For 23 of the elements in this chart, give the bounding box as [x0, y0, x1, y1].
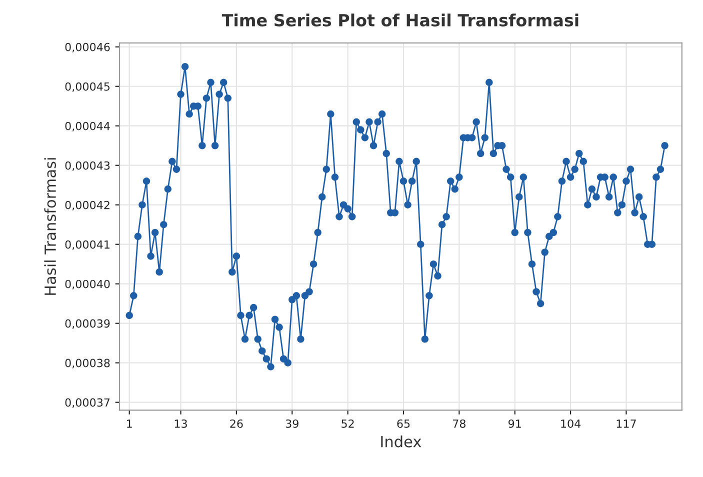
x-tick-label: 65	[397, 419, 410, 428]
x-tick-label: 91	[508, 419, 521, 428]
y-tick-label: 0,00046	[65, 42, 110, 52]
y-tick-label: 0,00037	[65, 398, 110, 408]
y-axis-title: Hasil Transformasi	[44, 158, 56, 295]
x-tick-label: 78	[453, 419, 466, 428]
x-tick-label: 13	[174, 419, 187, 428]
x-axis-title: Index	[381, 436, 422, 448]
y-tick-label: 0,00041	[65, 240, 110, 250]
x-tick-label: 26	[230, 419, 243, 428]
y-tick-label: 0,00040	[65, 280, 110, 290]
x-tick-label: 1	[127, 420, 132, 428]
x-tick-label: 104	[561, 419, 581, 428]
chart-title: Time Series Plot of Hasil Transformasi	[222, 14, 578, 26]
y-tick-label: 0,00045	[65, 82, 110, 92]
y-tick-label: 0,00042	[65, 200, 110, 210]
y-tick-label: 0,00039	[65, 319, 110, 329]
x-tick-label: 39	[286, 419, 298, 428]
x-tick-label: 52	[342, 419, 354, 428]
y-tick-label: 0,00038	[65, 358, 110, 368]
x-tick-label: 117	[616, 420, 636, 428]
y-tick-label: 0,00044	[65, 122, 110, 132]
y-tick-label: 0,00043	[65, 161, 110, 171]
